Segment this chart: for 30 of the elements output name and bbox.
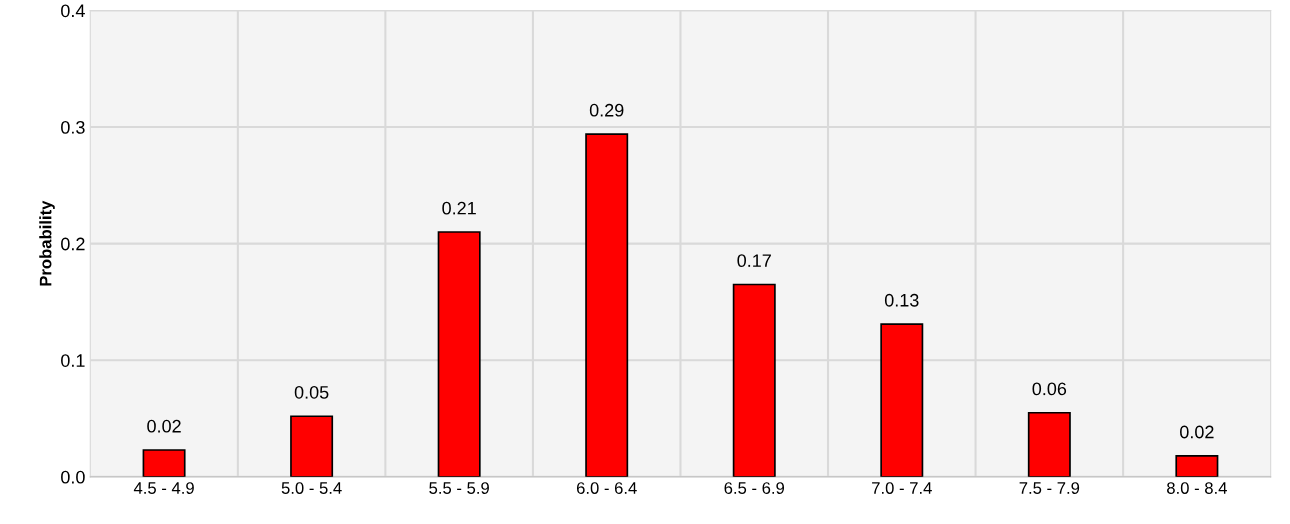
bar [290, 415, 334, 477]
x-tick-label: 5.0 - 5.4 [281, 482, 342, 494]
y-tick-label: 0.1 [61, 354, 85, 367]
x-tick-label: 6.5 - 6.9 [724, 482, 785, 494]
data-label: 0.05 [294, 385, 329, 399]
x-tick-label: 7.0 - 7.4 [872, 482, 932, 494]
bar [437, 231, 481, 477]
data-label: 0.29 [589, 103, 624, 117]
bar [142, 449, 186, 477]
data-label: 0.13 [884, 293, 919, 307]
data-label: 0.02 [1180, 425, 1214, 439]
data-label: 0.06 [1032, 382, 1067, 396]
bar [585, 133, 629, 477]
x-tick-label: 5.5 - 5.9 [429, 482, 489, 494]
bar [732, 283, 776, 477]
x-tick-label: 7.5 - 7.9 [1019, 482, 1080, 494]
data-label: 0.02 [147, 419, 181, 433]
y-tick-label: 0.4 [61, 4, 85, 18]
x-tick-label: 4.5 - 4.9 [133, 482, 194, 494]
data-label: 0.17 [737, 254, 771, 268]
x-tick-label: 6.0 - 6.4 [576, 482, 637, 494]
data-label: 0.21 [442, 201, 476, 215]
y-tick-label: 0.2 [61, 237, 85, 251]
bar [880, 323, 924, 477]
bar [1027, 411, 1071, 477]
x-tick-label: 8.0 - 8.4 [1167, 482, 1227, 494]
bar [1175, 455, 1219, 477]
y-tick-label: 0.0 [61, 470, 85, 484]
y-axis-title: Probability [39, 200, 55, 286]
y-tick-label: 0.3 [61, 121, 85, 134]
